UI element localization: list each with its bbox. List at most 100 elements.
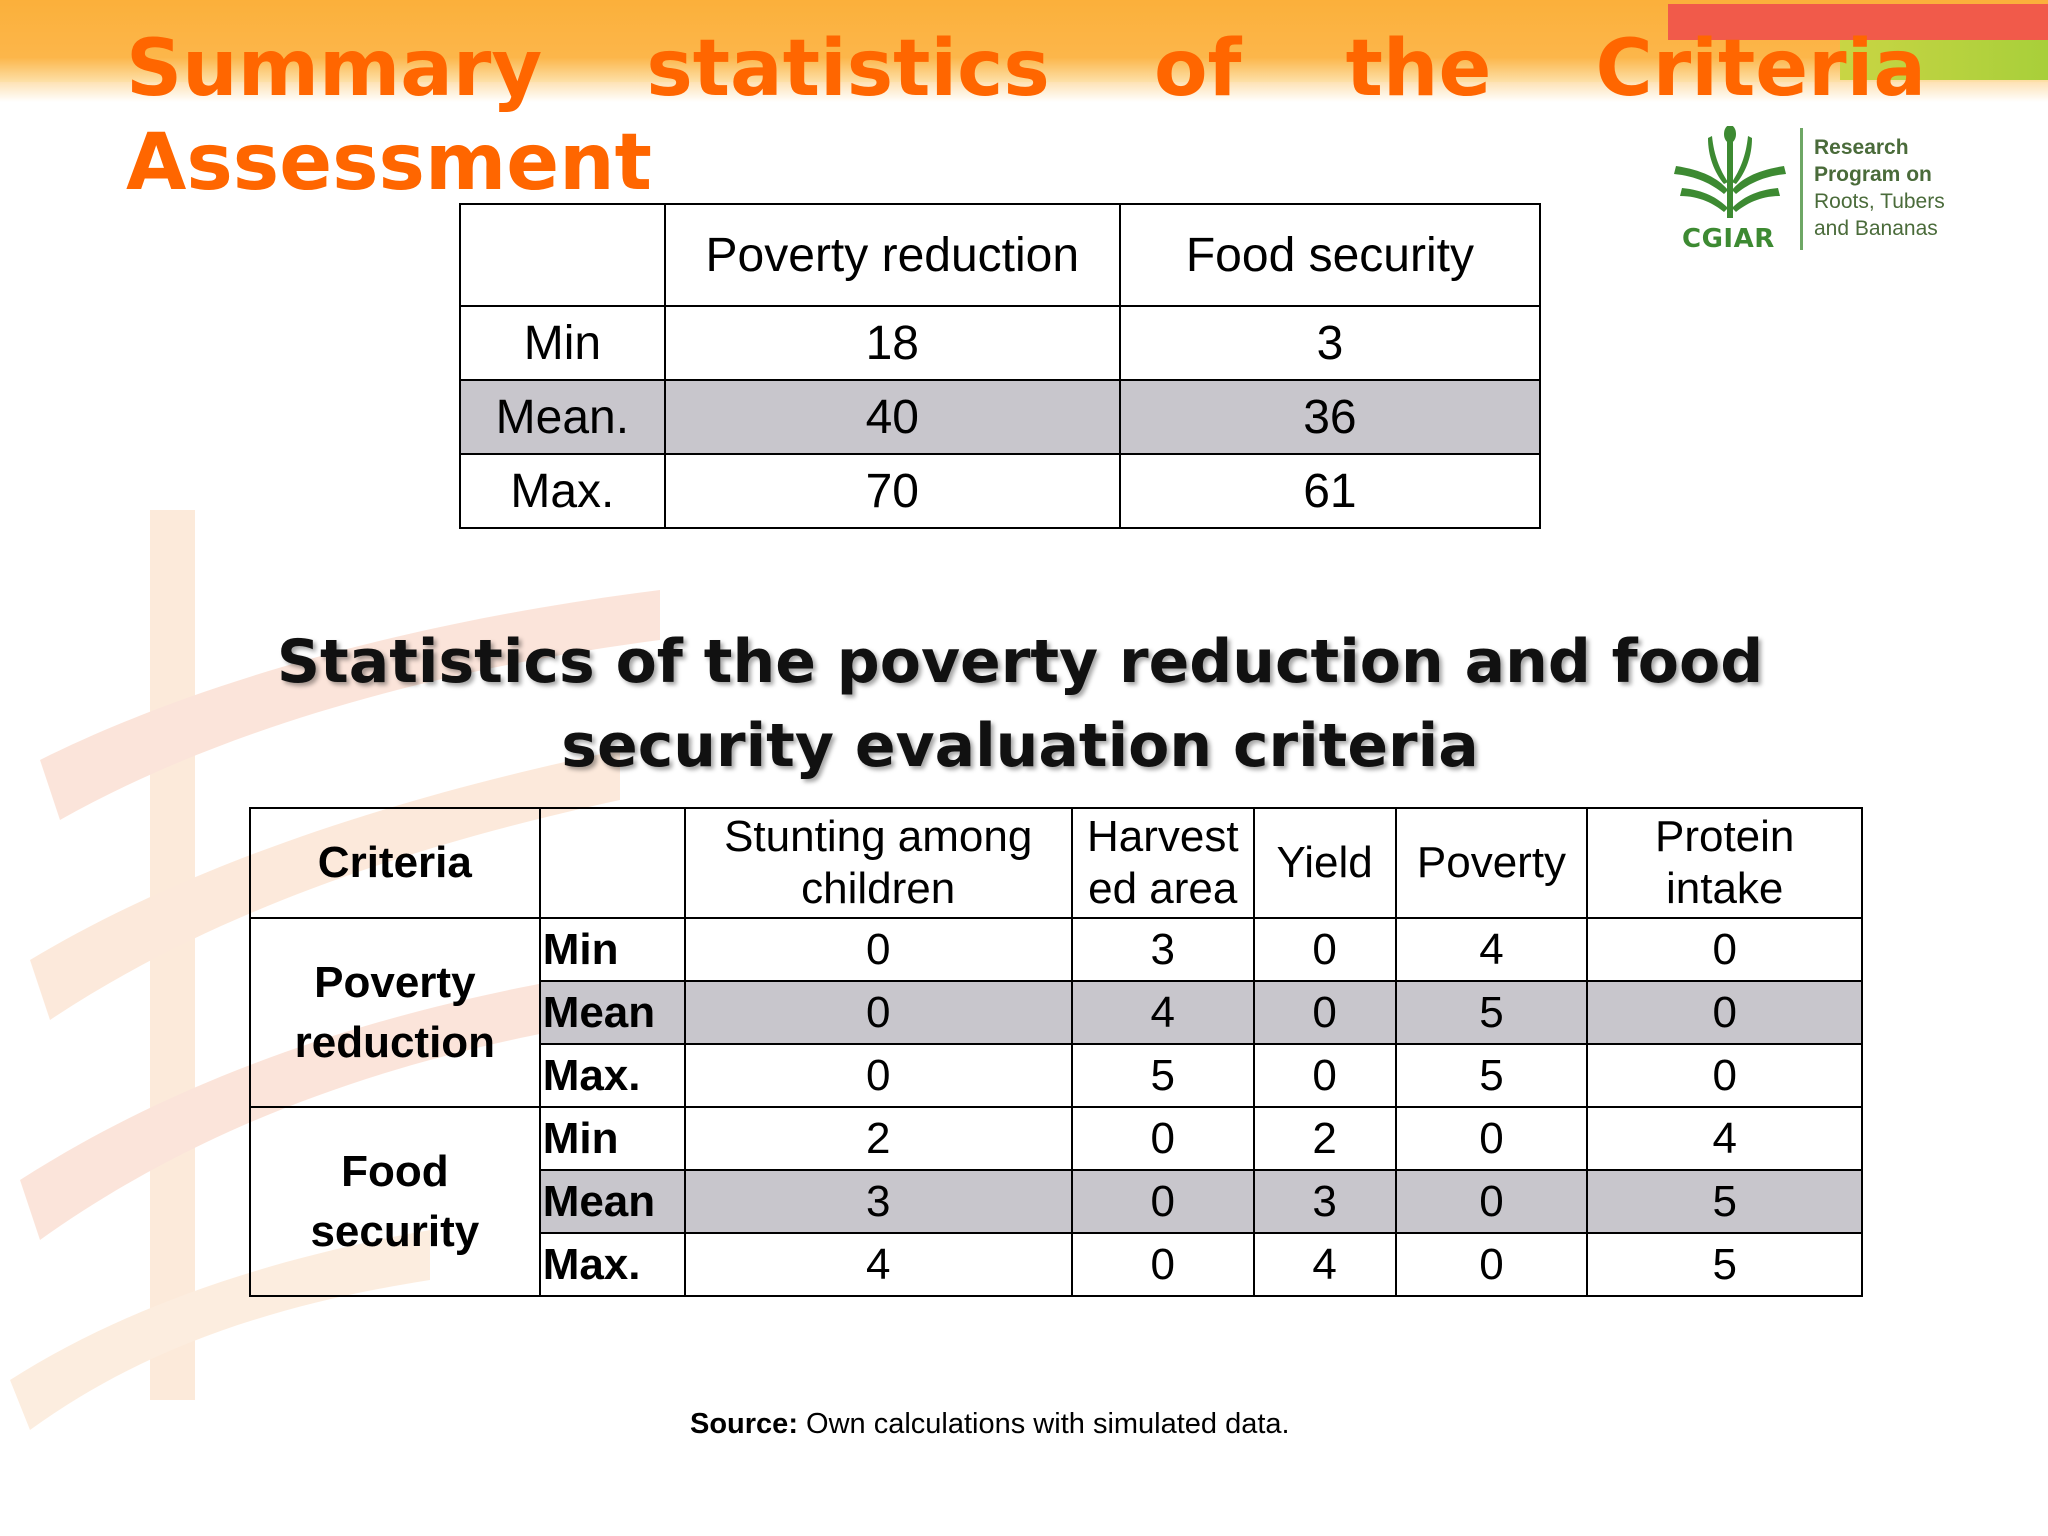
wheat-sheaf-icon	[1674, 126, 1786, 218]
table-cell: 2	[1252, 1106, 1397, 1171]
table-cell: 4	[1394, 917, 1589, 982]
table-cell: 0	[683, 980, 1073, 1045]
stat-label: Max.	[538, 1043, 686, 1108]
logo-line: and Bananas	[1814, 217, 1938, 240]
row-label: Min	[459, 305, 666, 381]
table-cell: 0	[683, 917, 1073, 982]
criteria-table: Criteria Stunting among children Harvest e…	[249, 807, 1863, 1297]
table-cell: 0	[1252, 1043, 1397, 1108]
table-row: Max. 0 5 0 5 0	[250, 1043, 1863, 1108]
table-cell: 0	[1252, 980, 1397, 1045]
table-row: Mean 3 0 3 0 5	[250, 1169, 1863, 1234]
table-cell: 3	[1118, 305, 1542, 381]
table-row: Min 18 3	[459, 305, 1542, 381]
table-cell: 2	[683, 1106, 1073, 1171]
cgiar-logo: CGIAR Research Program on Roots, Tubers …	[1664, 122, 1984, 272]
title-line-1: Summary statistics of the Criteria	[126, 22, 1926, 116]
table-cell: 18	[663, 305, 1121, 381]
logo-line: Program on	[1814, 163, 1932, 186]
table-cell: 40	[663, 379, 1121, 455]
stat-label: Mean	[538, 1169, 686, 1234]
table-row: Food security Min 2 0 2 0 4	[249, 1106, 1863, 1297]
title-word: statistics	[646, 24, 1050, 114]
header-line: ed area	[1088, 864, 1238, 913]
logo-text: Research Program on Roots, Tubers and Ba…	[1814, 134, 1945, 242]
logo-divider	[1800, 128, 1803, 250]
header-cell	[459, 203, 666, 307]
group-label-line: security	[310, 1206, 480, 1256]
header-cell: Harvest ed area	[1070, 807, 1255, 919]
table-cell: 0	[1252, 917, 1397, 982]
table-cell: 0	[1586, 1043, 1863, 1108]
header-line: Poverty	[1416, 838, 1567, 887]
group-label-line: Food	[341, 1146, 449, 1196]
title-word: the	[1345, 24, 1492, 114]
table-cell: 4	[1586, 1106, 1863, 1171]
table-cell: 4	[683, 1232, 1073, 1297]
table-cell: 0	[1394, 1169, 1589, 1234]
row-label: Mean.	[459, 379, 666, 455]
table-cell: 0	[1070, 1169, 1255, 1234]
header-cell: Yield	[1252, 807, 1397, 919]
table-cell: 3	[1252, 1169, 1397, 1234]
header-line: children	[801, 864, 956, 913]
header-cell: Stunting among children	[683, 807, 1073, 919]
title-line-2: Assessment	[126, 118, 652, 208]
table-cell: 0	[1394, 1232, 1589, 1297]
table-row: Poverty reduction Min 0 3 0 4 0	[249, 917, 1863, 1108]
header-accent-green	[1840, 40, 2048, 80]
header-cell	[538, 807, 686, 919]
table-row: Max. 4 0 4 0 5	[250, 1232, 1863, 1297]
table-cell: 70	[663, 453, 1121, 529]
table-cell: 3	[683, 1169, 1073, 1234]
table-cell: 5	[1586, 1232, 1863, 1297]
title-word: Summary	[126, 24, 543, 114]
header-band-fade	[0, 82, 2048, 102]
criteria-heading: Statistics of the poverty reduction and …	[180, 620, 1860, 788]
source-note: Source: Own calculations with simulated …	[690, 1408, 1290, 1441]
criteria-heading-line: Statistics of the poverty reduction and …	[276, 627, 1764, 697]
header-line: Yield	[1276, 838, 1373, 887]
table-cell: 5	[1394, 1043, 1589, 1108]
header-cell: Protein intake	[1586, 807, 1863, 919]
table-cell: 0	[1070, 1106, 1255, 1171]
header-cell: Poverty reduction	[663, 203, 1121, 307]
group-label-line: Poverty	[314, 957, 476, 1007]
table-row: Mean 0 4 0 5 0	[250, 980, 1863, 1045]
criteria-heading-line: security evaluation criteria	[561, 711, 1479, 781]
header-cell: Criteria	[249, 807, 541, 919]
header-cell: Poverty	[1394, 807, 1589, 919]
logo-line: Research	[1814, 136, 1909, 159]
table-cell: 5	[1586, 1169, 1863, 1234]
header-line: Harvest	[1086, 812, 1239, 861]
row-label: Max.	[459, 453, 666, 529]
header-accent-red	[1668, 4, 2048, 40]
title-word: of	[1153, 24, 1242, 114]
table-cell: 3	[1070, 917, 1255, 982]
table-cell: 0	[1586, 917, 1863, 982]
header-line: Protein	[1654, 812, 1795, 861]
table-cell: 4	[1070, 980, 1255, 1045]
summary-table: Poverty reduction Food security Min 18 3…	[459, 203, 1542, 529]
table-cell: 36	[1118, 379, 1542, 455]
stat-label: Min	[538, 1106, 686, 1171]
slide-title: Summary statistics of the Criteria Asses…	[126, 22, 1926, 210]
title-word: Criteria	[1595, 24, 1926, 114]
header-cell: Food security	[1118, 203, 1542, 307]
table-cell: 4	[1252, 1232, 1397, 1297]
table-cell: 0	[1586, 980, 1863, 1045]
table-cell: 0	[683, 1043, 1073, 1108]
table-row: Mean. 40 36	[459, 379, 1542, 455]
source-label: Source:	[690, 1408, 798, 1440]
group-label: Poverty reduction	[249, 917, 541, 1108]
group-label-line: reduction	[294, 1017, 496, 1067]
stat-label: Min	[538, 917, 686, 982]
table-cell: 0	[1394, 1106, 1589, 1171]
logo-name: CGIAR	[1682, 224, 1775, 254]
logo-line: Roots, Tubers	[1814, 190, 1945, 213]
table-cell: 5	[1070, 1043, 1255, 1108]
stat-label: Max.	[538, 1232, 686, 1297]
table-cell: 5	[1394, 980, 1589, 1045]
table-header-row: Criteria Stunting among children Harvest e…	[249, 807, 1863, 919]
header-line: intake	[1665, 864, 1784, 913]
